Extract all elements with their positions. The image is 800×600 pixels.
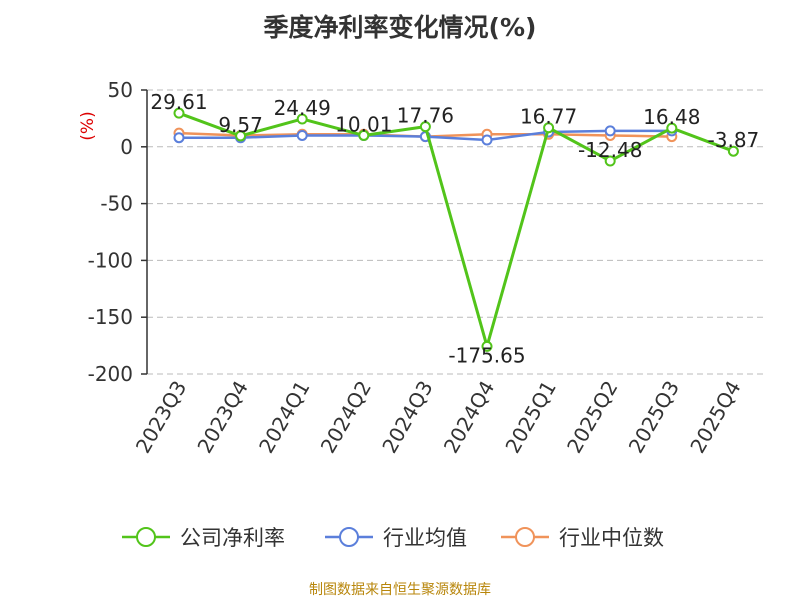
- x-tick-label: 2024Q2: [316, 377, 376, 458]
- legend-item[interactable]: 公司净利率: [122, 526, 285, 550]
- y-tick-labels: 50 0 -50 -100 -150 -200: [88, 78, 147, 386]
- y-axis-label: (%): [78, 111, 98, 140]
- data-point: [235, 130, 247, 142]
- data-point: [296, 113, 308, 125]
- legend: 公司净利率 行业均值 行业中位数: [122, 526, 664, 550]
- legend-item[interactable]: 行业中位数: [501, 526, 664, 550]
- data-point: [419, 121, 431, 133]
- x-tick-label: 2025Q3: [624, 377, 684, 458]
- data-point: [481, 134, 493, 146]
- data-point: [173, 107, 185, 119]
- y-tick-label: -100: [88, 248, 133, 272]
- data-point: [481, 340, 493, 352]
- legend-label: 公司净利率: [180, 526, 285, 550]
- data-point: [543, 122, 555, 134]
- source-footer: 制图数据来自恒生聚源数据库: [309, 582, 491, 598]
- y-tick-label: 50: [108, 78, 133, 102]
- x-tick-label: 2023Q3: [131, 377, 191, 458]
- data-label: 17.76: [397, 104, 454, 128]
- series-0: [173, 107, 739, 352]
- data-point: [358, 129, 370, 141]
- data-point: [296, 129, 308, 141]
- data-label: 24.49: [274, 96, 331, 120]
- x-tick-label: 2024Q3: [377, 377, 437, 458]
- x-tick-label: 2024Q1: [254, 377, 314, 458]
- y-tick-label: 0: [120, 135, 133, 159]
- series-line: [178, 111, 734, 348]
- x-tick-label: 2024Q4: [439, 377, 499, 458]
- data-point: [173, 132, 185, 144]
- data-point: [727, 145, 739, 157]
- x-tick-labels: 2023Q3 2023Q4 2024Q1 2024Q2 2024Q3 2024Q4 2025…: [131, 377, 746, 458]
- chart-title: 季度净利率变化情况(%): [263, 13, 537, 42]
- legend-marker-icon: [515, 527, 535, 547]
- data-label: 10.01: [335, 112, 392, 136]
- legend-marker-icon: [136, 527, 156, 547]
- legend-item[interactable]: 行业均值: [325, 526, 467, 550]
- y-tick-label: -150: [88, 305, 133, 329]
- data-point: [666, 122, 678, 134]
- legend-label: 行业中位数: [559, 526, 664, 550]
- data-label: -175.65: [448, 343, 525, 367]
- data-point: [604, 125, 616, 137]
- x-tick-label: 2023Q4: [192, 377, 252, 458]
- y-tick-label: -200: [88, 362, 133, 386]
- data-label: 9.57: [218, 113, 263, 137]
- legend-marker-icon: [339, 527, 359, 547]
- x-tick-label: 2025Q1: [500, 377, 560, 458]
- grid-lines: [147, 89, 765, 375]
- legend-label: 行业均值: [383, 526, 467, 550]
- data-label: -12.48: [578, 138, 642, 162]
- data-label: -3.87: [708, 128, 760, 152]
- x-tick-label: 2025Q4: [685, 377, 745, 458]
- data-label: 29.61: [150, 90, 207, 114]
- series-lines: [173, 107, 739, 352]
- data-label: 16.48: [643, 105, 700, 129]
- data-label: 16.77: [520, 105, 577, 129]
- y-tick-label: -50: [100, 192, 133, 216]
- x-tick-label: 2025Q2: [562, 377, 622, 458]
- data-point: [604, 155, 616, 167]
